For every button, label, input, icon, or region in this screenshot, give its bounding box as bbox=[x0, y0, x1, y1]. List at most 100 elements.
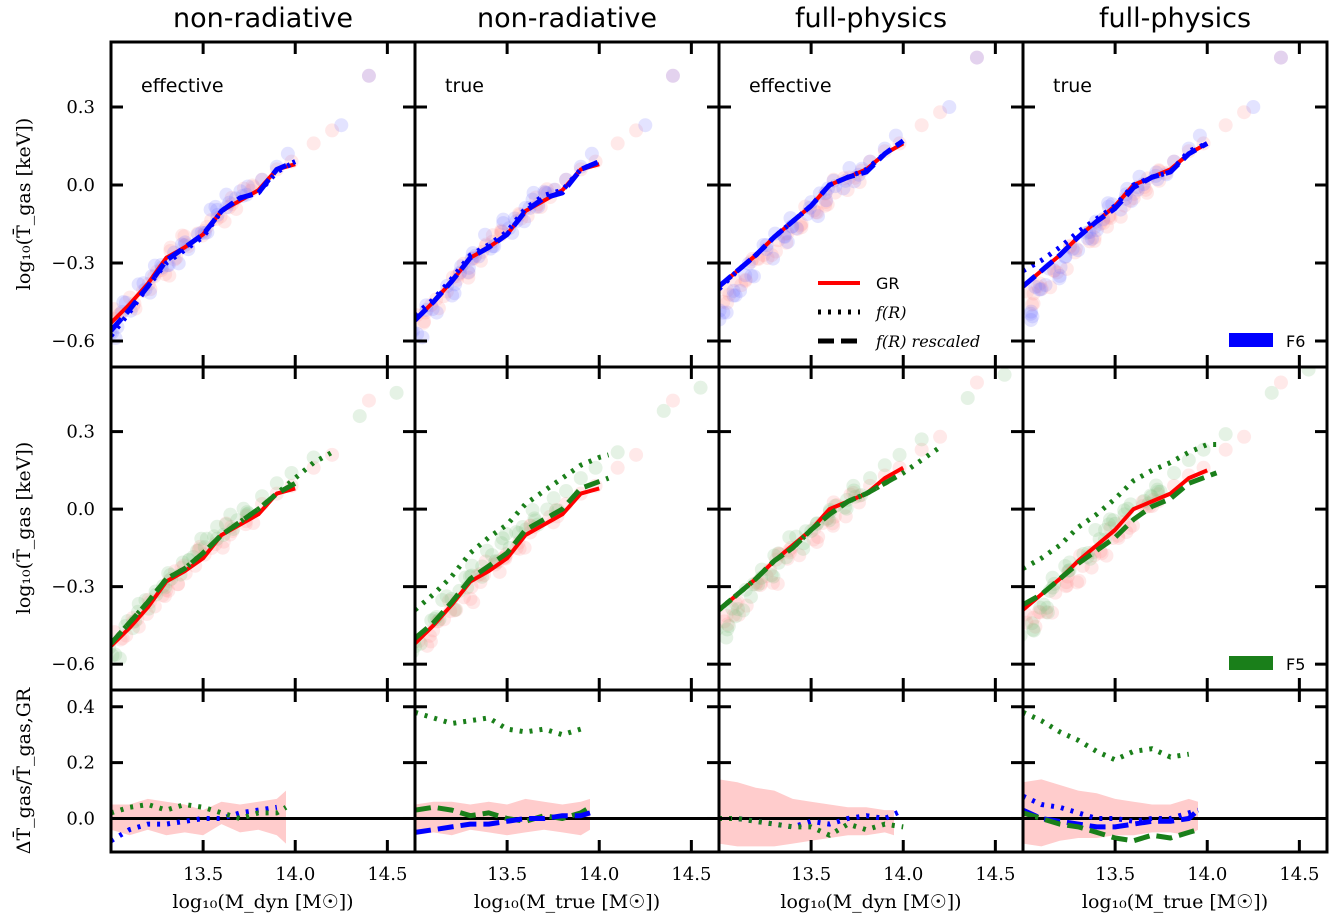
scatter-point bbox=[112, 651, 127, 666]
scatter-point bbox=[1034, 281, 1049, 296]
series-line bbox=[111, 486, 296, 648]
scatter-point bbox=[1036, 597, 1051, 612]
scatter-point bbox=[914, 432, 929, 447]
series-line bbox=[415, 486, 600, 645]
scatter-point bbox=[794, 220, 809, 235]
series-line bbox=[719, 816, 904, 838]
scatter-point bbox=[733, 283, 748, 298]
scatter-point bbox=[170, 577, 185, 592]
scatter-point bbox=[746, 269, 761, 284]
scatter-point bbox=[665, 68, 680, 83]
scatter-point bbox=[1023, 615, 1034, 630]
scatter-point bbox=[960, 391, 975, 406]
scatter-point bbox=[429, 305, 444, 320]
scatter-point bbox=[1024, 616, 1039, 631]
scatter-point bbox=[111, 647, 123, 662]
scatter-point bbox=[479, 543, 494, 558]
scatter-point bbox=[969, 50, 984, 65]
scatter-point bbox=[1047, 263, 1062, 278]
scatter-point bbox=[731, 607, 746, 622]
scatter-point bbox=[478, 227, 493, 242]
scatter-point bbox=[217, 214, 232, 229]
scatter-point bbox=[1031, 604, 1046, 619]
scatter-point bbox=[1052, 271, 1067, 286]
scatter-point bbox=[111, 648, 120, 663]
scatter-point bbox=[389, 385, 404, 400]
scatter-point bbox=[1273, 50, 1288, 65]
scatter-point bbox=[1023, 607, 1033, 622]
scatter-point bbox=[461, 270, 476, 285]
scatter-point bbox=[465, 558, 480, 573]
scatter-point bbox=[559, 484, 574, 499]
scatter-point bbox=[744, 268, 759, 283]
scatter-point bbox=[1273, 50, 1288, 65]
scatter-point bbox=[792, 548, 807, 563]
scatter-point bbox=[734, 278, 749, 293]
scatter-point bbox=[877, 458, 892, 473]
panel-frame bbox=[413, 365, 721, 692]
scatter-point bbox=[435, 593, 450, 608]
scatter-point bbox=[779, 235, 794, 250]
scatter-point bbox=[738, 273, 753, 288]
x-axis-label: log₁₀(M_dyn [M☉]) bbox=[172, 891, 353, 913]
scatter-point bbox=[719, 608, 734, 623]
scatter-point bbox=[1031, 279, 1046, 294]
y-axis-label: log₁₀(T̄_gas [keV]) bbox=[12, 442, 35, 615]
scatter-point bbox=[177, 229, 192, 244]
scatter-point bbox=[1264, 385, 1279, 400]
scatter-point bbox=[1024, 312, 1039, 327]
scatter-point bbox=[629, 123, 644, 138]
scatter-point bbox=[496, 212, 511, 227]
scatter-point bbox=[728, 609, 743, 624]
series-line bbox=[1023, 470, 1218, 607]
scatter-point bbox=[1103, 512, 1118, 527]
scatter-point bbox=[306, 460, 321, 475]
scatter-point bbox=[638, 118, 653, 133]
scatter-group-f5 bbox=[1023, 367, 1316, 643]
scatter-point bbox=[819, 193, 834, 208]
scatter-point bbox=[1038, 278, 1053, 293]
scatter-point bbox=[1067, 245, 1082, 260]
scatter-point bbox=[1237, 429, 1252, 444]
scatter-point bbox=[539, 182, 554, 197]
scatter-point bbox=[492, 564, 507, 579]
series-line bbox=[415, 159, 601, 322]
scatter-point bbox=[933, 105, 948, 120]
scatter-point bbox=[1059, 261, 1074, 276]
legend-f6-label: F6 bbox=[1286, 332, 1305, 351]
scatter-point bbox=[789, 221, 804, 236]
scatter-point bbox=[730, 602, 745, 617]
scatter-point bbox=[352, 409, 367, 424]
scatter-point bbox=[820, 197, 835, 212]
scatter-point bbox=[810, 209, 825, 224]
x-axis-label: log₁₀(M_true [M☉]) bbox=[1082, 891, 1268, 913]
series-line bbox=[719, 138, 905, 289]
series-line bbox=[111, 481, 297, 646]
scatter-point bbox=[325, 447, 340, 462]
panel-frame bbox=[109, 365, 417, 692]
scatter-point bbox=[720, 295, 735, 310]
scatter-point bbox=[447, 286, 462, 301]
scatter-point bbox=[818, 195, 833, 210]
scatter-point bbox=[726, 288, 741, 303]
series-line bbox=[1023, 810, 1199, 844]
scatter-point bbox=[1040, 600, 1055, 615]
scatter-point bbox=[1192, 128, 1207, 143]
series-line bbox=[1023, 793, 1199, 824]
scatter-point bbox=[720, 617, 735, 632]
scatter-point bbox=[1043, 280, 1058, 295]
y-tick-label: −0.3 bbox=[51, 253, 95, 274]
scatter-point bbox=[736, 603, 751, 618]
scatter-point bbox=[1218, 118, 1233, 133]
scatter-point bbox=[766, 251, 781, 266]
scatter-point bbox=[840, 183, 855, 198]
scatter-point bbox=[361, 393, 376, 408]
scatter-point bbox=[942, 100, 957, 114]
scatter-point bbox=[171, 577, 186, 592]
y-tick-label: 0.3 bbox=[66, 422, 95, 443]
scatter-point bbox=[1092, 532, 1107, 547]
scatter-point bbox=[245, 178, 260, 193]
scatter-point bbox=[806, 532, 821, 547]
scatter-point bbox=[1072, 574, 1087, 589]
scatter-point bbox=[766, 569, 781, 584]
